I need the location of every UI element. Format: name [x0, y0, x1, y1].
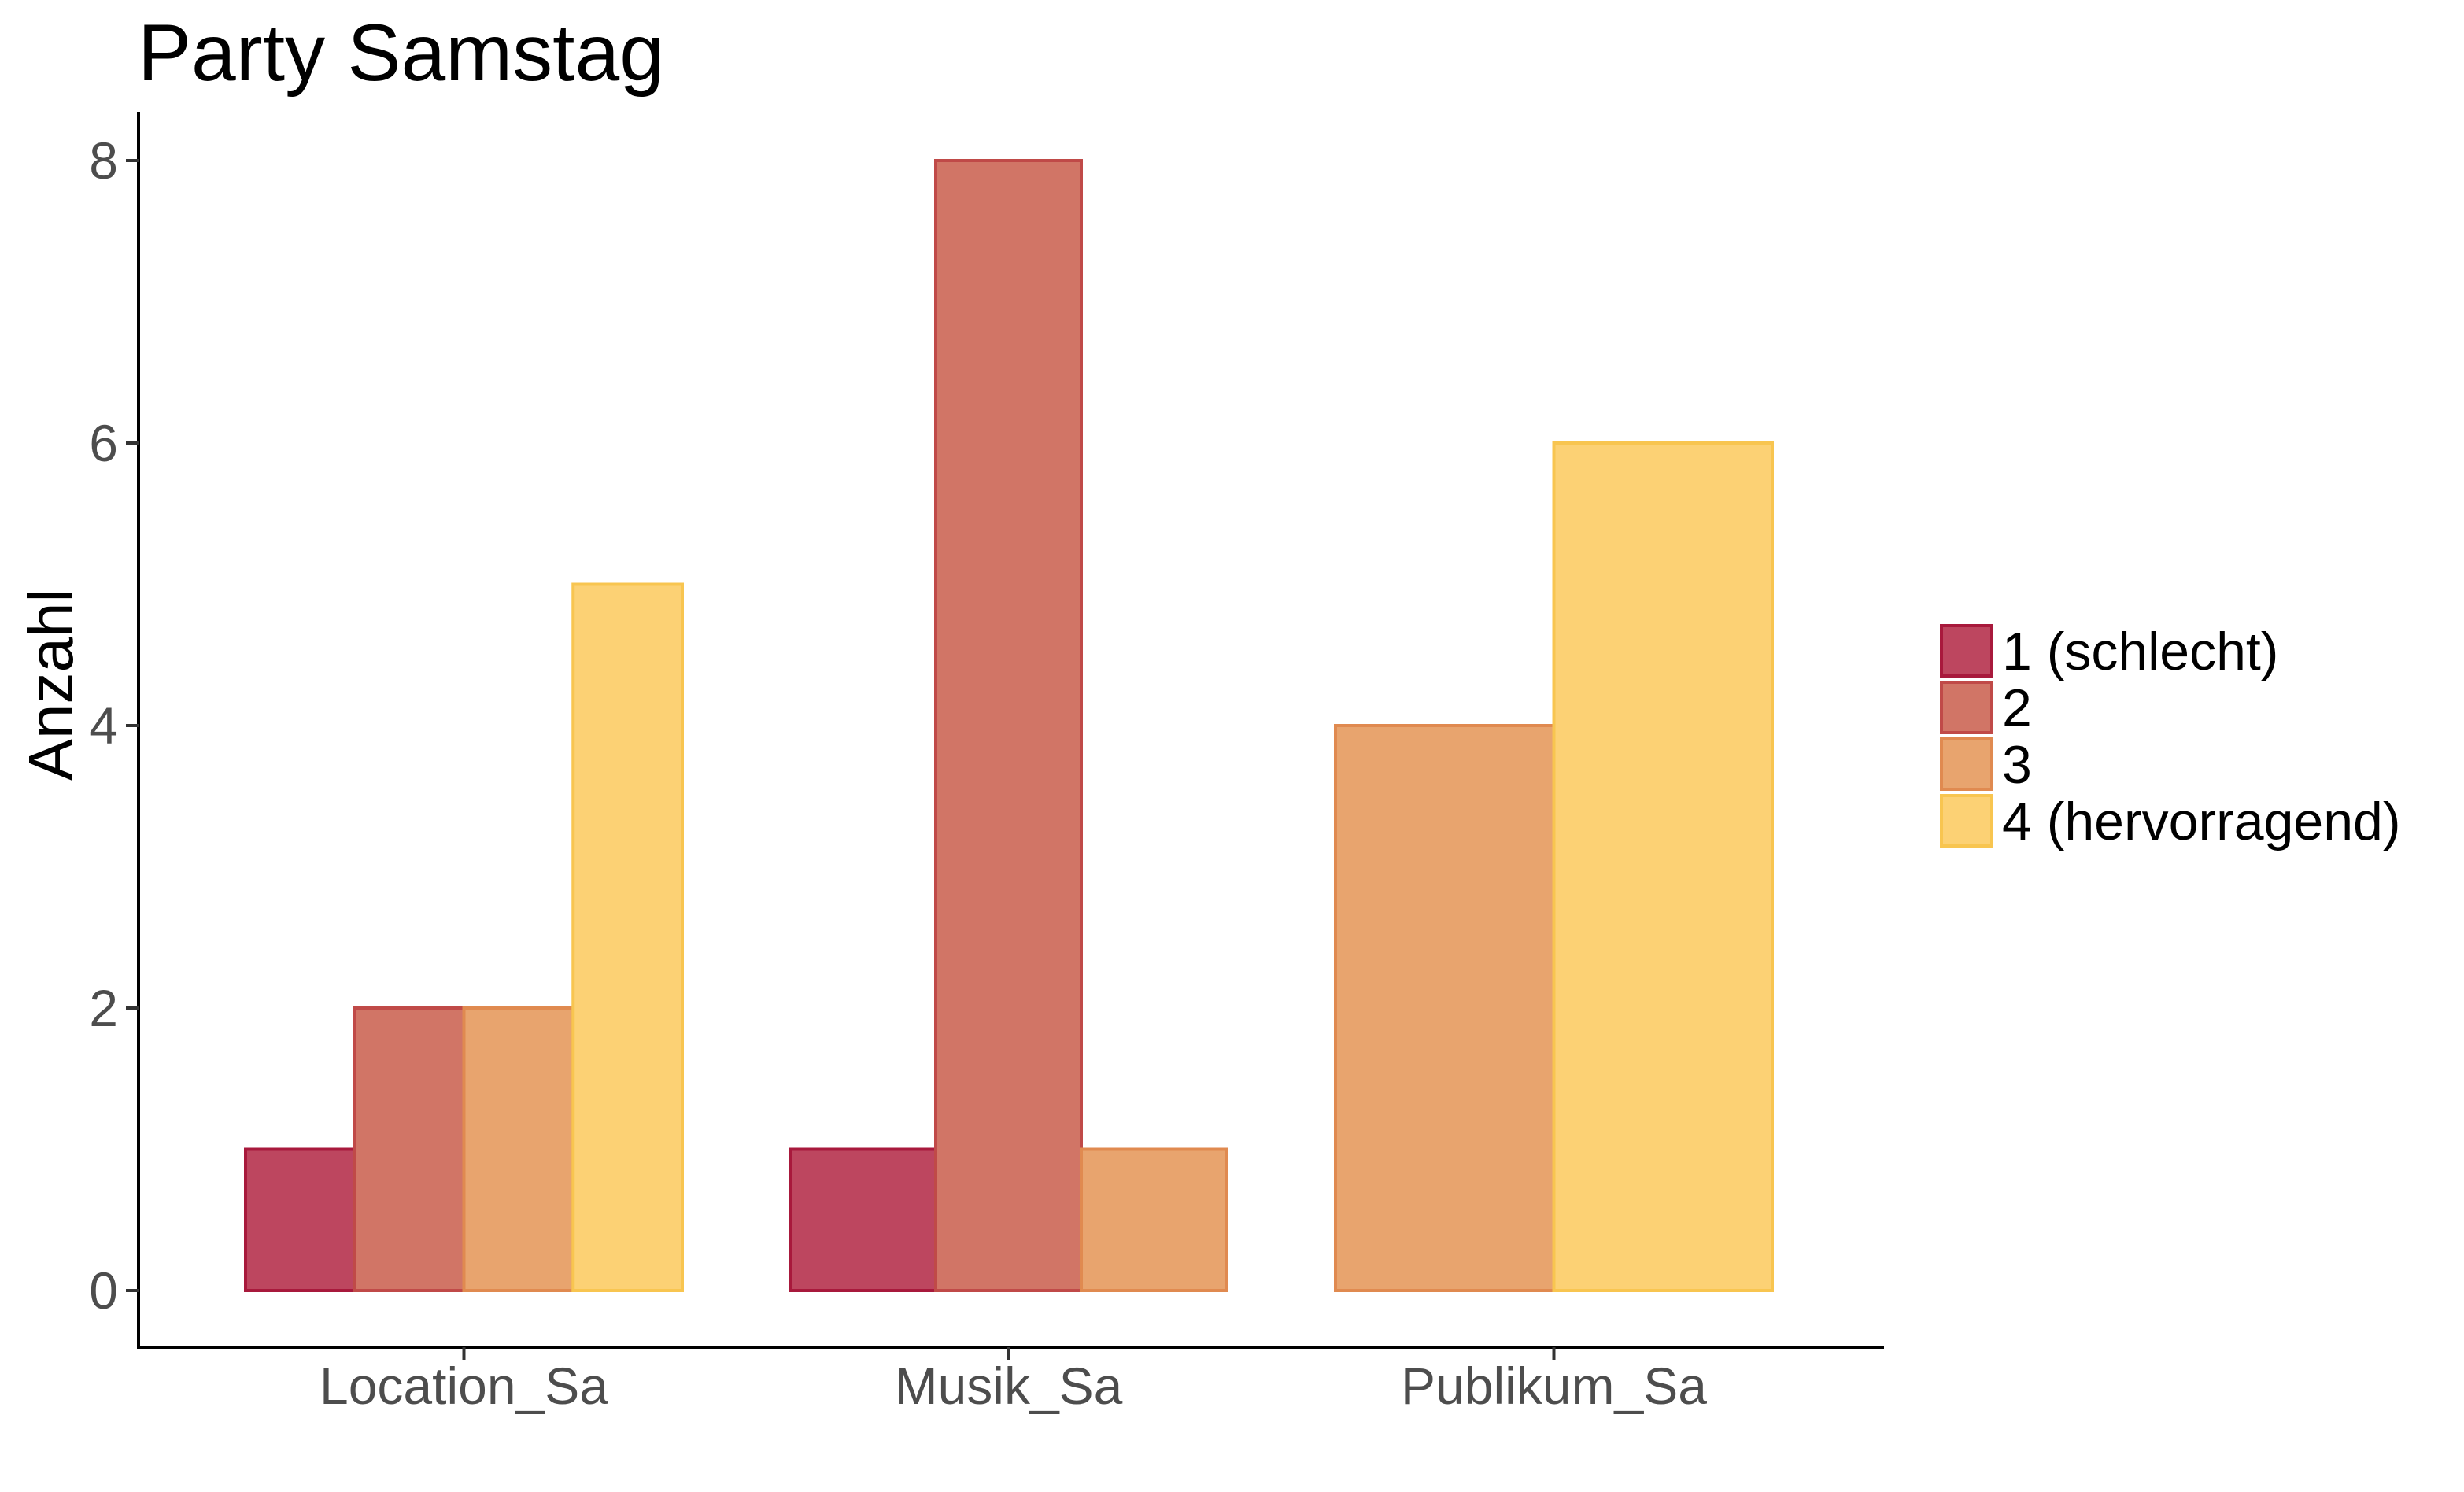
bar-location-sa-series-4	[571, 582, 684, 1292]
y-tick-label: 6	[89, 414, 118, 472]
legend-swatch-3	[1940, 737, 1993, 791]
legend-label-1: 1 (schlecht)	[2002, 622, 2278, 681]
y-tick-label: 0	[89, 1261, 118, 1320]
legend-swatch-2	[1940, 681, 1993, 734]
bar-musik-sa-series-1	[789, 1147, 937, 1292]
y-tick-label: 4	[89, 696, 118, 755]
bar-location-sa-series-2	[353, 1006, 466, 1292]
x-tick-label: Publikum_Sa	[1401, 1357, 1707, 1415]
x-tick-label: Musik_Sa	[895, 1357, 1123, 1415]
bar-location-sa-series-3	[462, 1006, 575, 1292]
bar-musik-sa-series-2	[934, 159, 1083, 1292]
bar-musik-sa-series-3	[1080, 1147, 1228, 1292]
bar-publikum-sa-series-3	[1334, 724, 1556, 1292]
y-tick-label: 8	[89, 131, 118, 190]
x-tick-label: Location_Sa	[320, 1357, 608, 1415]
y-axis-ticks: 0 2 4 6 8	[89, 131, 139, 1320]
legend-swatch-1	[1940, 624, 1993, 678]
bar-publikum-sa-series-4	[1552, 441, 1774, 1292]
legend-label-2: 2	[2002, 678, 2032, 738]
legend: 1 (schlecht)234 (hervorragend)	[1940, 622, 2400, 851]
chart-title: Party Samstag	[138, 8, 664, 98]
legend-label-4: 4 (hervorragend)	[2002, 792, 2400, 851]
bars-layer	[244, 159, 1774, 1292]
legend-label-3: 3	[2002, 735, 2032, 795]
x-axis-ticks: Location_Sa Musik_Sa Publikum_Sa	[320, 1347, 1707, 1415]
legend-swatch-4	[1940, 794, 1993, 848]
y-axis-title: Anzahl	[16, 589, 86, 781]
y-tick-label: 2	[89, 979, 118, 1037]
bar-location-sa-series-1	[244, 1147, 356, 1292]
